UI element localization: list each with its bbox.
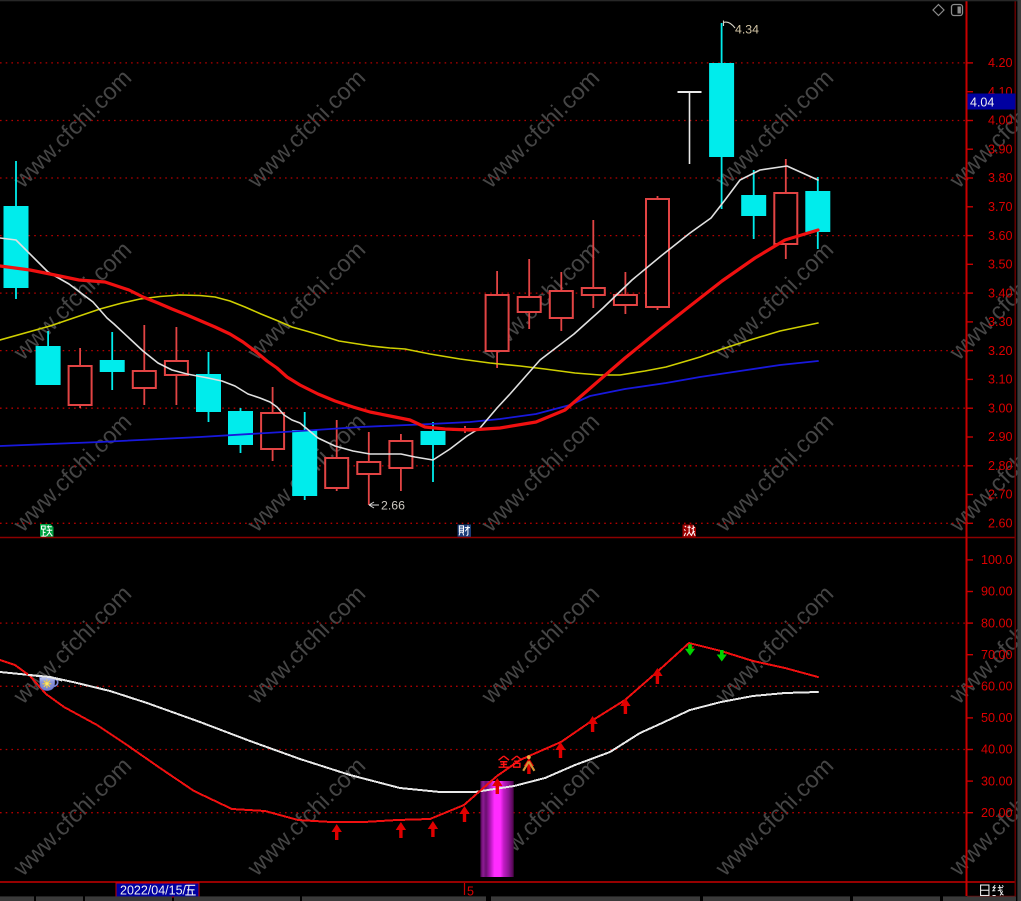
svg-text:2.80: 2.80 (988, 459, 1013, 473)
svg-text:2022/04/15/: 2022/04/15/ (120, 884, 187, 898)
svg-text:2.70: 2.70 (988, 488, 1013, 502)
svg-text:3.50: 3.50 (988, 258, 1013, 272)
svg-text:40.00: 40.00 (981, 743, 1013, 757)
svg-text:4.34: 4.34 (735, 23, 759, 37)
svg-text:4.20: 4.20 (988, 56, 1013, 70)
svg-text:3.60: 3.60 (988, 229, 1013, 243)
svg-text:3.30: 3.30 (988, 315, 1013, 329)
svg-text:30.00: 30.00 (981, 774, 1013, 788)
svg-text:3.90: 3.90 (988, 142, 1013, 156)
svg-text:3.40: 3.40 (988, 286, 1013, 300)
svg-text:3.10: 3.10 (988, 373, 1013, 387)
svg-text:80.00: 80.00 (981, 616, 1013, 630)
svg-text:4.00: 4.00 (988, 114, 1013, 128)
svg-text:50.00: 50.00 (981, 711, 1013, 725)
svg-text:2.90: 2.90 (988, 430, 1013, 444)
svg-text:2.60: 2.60 (988, 517, 1013, 531)
svg-text:20.00: 20.00 (981, 806, 1013, 820)
svg-text:3.00: 3.00 (988, 401, 1013, 415)
svg-text:70.00: 70.00 (981, 648, 1013, 662)
svg-text:90.00: 90.00 (981, 585, 1013, 599)
svg-text:60.00: 60.00 (981, 680, 1013, 694)
svg-text:3.20: 3.20 (988, 344, 1013, 358)
svg-text:4.04: 4.04 (970, 95, 994, 109)
svg-text:5: 5 (467, 885, 474, 899)
svg-text:100.0: 100.0 (981, 553, 1013, 567)
svg-text:2.66: 2.66 (381, 499, 405, 513)
svg-text:3.70: 3.70 (988, 200, 1013, 214)
svg-text:3.80: 3.80 (988, 171, 1013, 185)
